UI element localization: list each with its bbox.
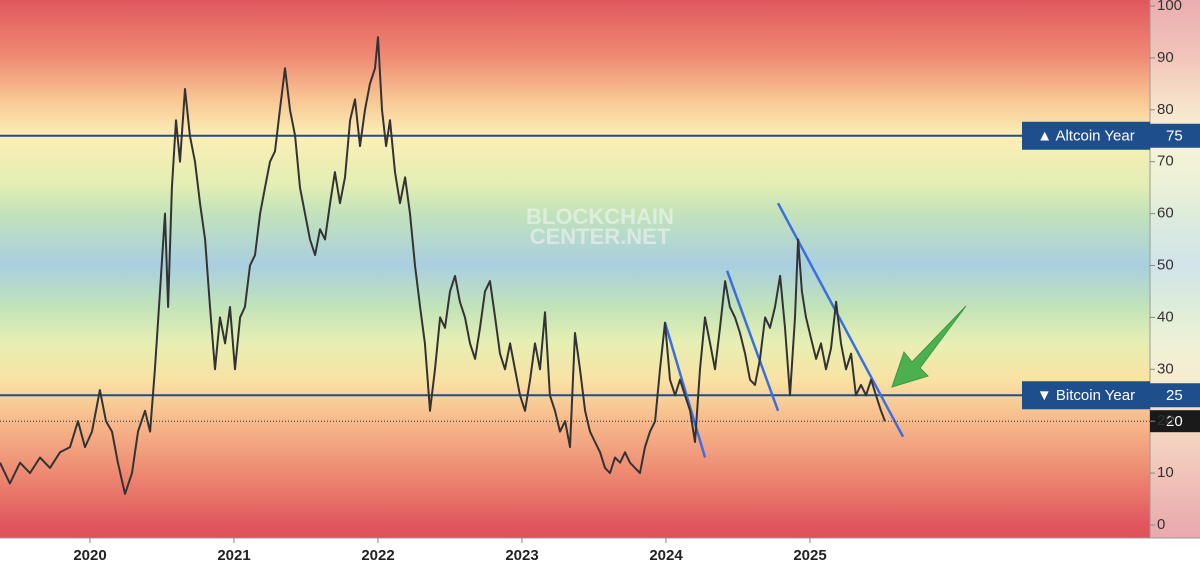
y-tick-label: 30 xyxy=(1157,360,1174,377)
y-tick-label: 60 xyxy=(1157,205,1174,222)
plot: ▲ Altcoin Year 75 ▼ Bitcoin Year 25 20 xyxy=(0,36,1200,495)
x-tick-label: 2023 xyxy=(505,547,538,564)
x-tick-label: 2021 xyxy=(217,547,250,564)
y-tick-label: 70 xyxy=(1157,153,1174,170)
y-tick-label: 100 xyxy=(1157,0,1182,14)
arrow xyxy=(891,305,967,388)
trendline xyxy=(663,322,707,458)
level-value-box xyxy=(1150,383,1200,408)
y-tick-label: 40 xyxy=(1157,308,1174,325)
y-tick-label: 90 xyxy=(1157,49,1174,66)
watermark-text: BLOCKCHAIN xyxy=(526,204,674,229)
y-tick-label: 50 xyxy=(1157,256,1174,273)
level-label: ▲ Altcoin Year xyxy=(1037,128,1134,145)
x-tick-label: 2025 xyxy=(793,547,826,564)
level-value: 25 xyxy=(1166,387,1183,404)
y-tick-label: 0 xyxy=(1157,516,1165,533)
last-value-box xyxy=(1150,410,1200,433)
background xyxy=(0,0,1200,538)
trendline xyxy=(725,270,780,412)
x-tick-label: 2020 xyxy=(73,547,106,564)
series-line xyxy=(0,36,886,495)
level-value: 75 xyxy=(1166,128,1183,145)
level-label-box xyxy=(1022,381,1150,410)
last-value-label: 20 xyxy=(1166,413,1183,430)
x-axis-strip xyxy=(0,538,1200,566)
x-tick-label: 2022 xyxy=(361,547,394,564)
y-tick-label: 20 xyxy=(1157,412,1174,429)
level-value-box xyxy=(1150,123,1200,148)
level-label: ▼ Bitcoin Year xyxy=(1037,387,1135,404)
y-tick-label: 80 xyxy=(1157,101,1174,118)
y-tick-label: 10 xyxy=(1157,464,1174,481)
watermark-text: CENTER.NET xyxy=(530,224,671,249)
y-axis-strip xyxy=(1150,0,1200,538)
x-tick-label: 2024 xyxy=(649,547,683,564)
level-label-box xyxy=(1022,121,1150,150)
